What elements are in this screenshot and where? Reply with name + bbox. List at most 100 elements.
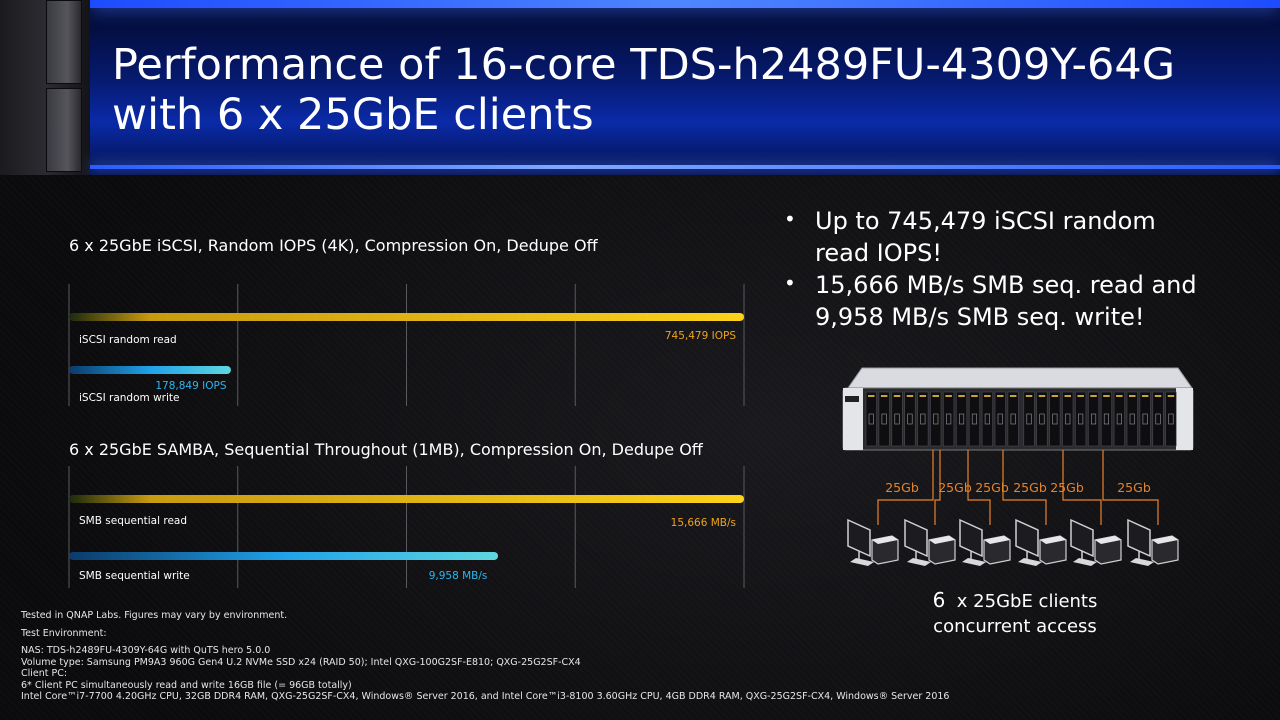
drive-latch xyxy=(1155,413,1161,425)
category-label: iSCSI random read xyxy=(79,334,177,346)
footnote-client-hw: Intel Core™i7-7700 4.20GHz CPU, 32GB DDR… xyxy=(21,691,950,702)
client-pc-icon xyxy=(1127,518,1179,566)
drive-bay xyxy=(1126,391,1138,447)
drive-led xyxy=(945,395,952,397)
title-line-1: Performance of 16-core TDS-h2489FU-4309Y… xyxy=(112,40,1176,90)
drive-led xyxy=(1103,395,1110,397)
drive-led xyxy=(868,395,875,397)
drive-latch xyxy=(1010,413,1016,425)
client-pcs xyxy=(847,518,1179,566)
drive-latch xyxy=(1168,413,1174,425)
bullet-icon: • xyxy=(784,207,796,231)
drive-led xyxy=(1167,395,1175,397)
drive-bay xyxy=(1139,391,1151,447)
category-label: iSCSI random write xyxy=(79,392,179,404)
drive-led xyxy=(880,395,888,397)
link-speed-label: 25Gb xyxy=(1013,480,1047,495)
footnote-env-header: Test Environment: xyxy=(21,627,107,639)
drive-latch xyxy=(1026,413,1032,425)
drive-bay xyxy=(955,391,968,447)
drive-latch xyxy=(1039,413,1045,425)
value-label: 9,958 MB/s xyxy=(429,570,488,582)
highlights-list: • Up to 745,479 iSCSI random read IOPS! … xyxy=(784,205,1264,333)
nas-server-image xyxy=(842,367,1194,451)
drive-latch xyxy=(907,413,913,425)
value-label: 15,666 MB/s xyxy=(671,517,736,529)
footnote-nas: NAS: TDS-h2489FU-4309Y-64G with QuTS her… xyxy=(21,645,271,656)
drive-latch xyxy=(997,413,1003,425)
drive-latch xyxy=(1142,413,1148,425)
bar-smb-sequential-write xyxy=(69,552,499,560)
client-pc-icon xyxy=(1070,518,1122,566)
highlight-1-line-2: read IOPS! xyxy=(815,239,942,267)
drive-bay xyxy=(981,391,993,447)
drive-latch xyxy=(1052,413,1058,425)
chart2-title: 6 x 25GbE SAMBA, Sequential Throughout (… xyxy=(69,440,703,459)
link-speed-label: 25Gb xyxy=(975,480,1009,495)
highlight-item-1: • Up to 745,479 iSCSI random read IOPS! xyxy=(784,205,1264,269)
drive-led xyxy=(958,395,965,397)
footnote-client-header: Client PC: xyxy=(21,668,68,679)
client-pc-icon xyxy=(904,518,956,566)
drive-latch xyxy=(958,413,965,425)
drive-bay xyxy=(1165,391,1177,447)
highlight-2-line-2: 9,958 MB/s SMB seq. write! xyxy=(815,303,1145,331)
clients-line-2: concurrent access xyxy=(933,616,1097,637)
drive-latch xyxy=(984,413,990,425)
client-pc-icon xyxy=(847,518,899,566)
category-label: SMB sequential read xyxy=(79,515,187,527)
drive-led xyxy=(1051,395,1059,397)
drive-bay xyxy=(943,391,955,447)
page-title: Performance of 16-core TDS-h2489FU-4309Y… xyxy=(112,40,1272,140)
title-line-2: with 6 x 25GbE clients xyxy=(112,90,594,140)
drive-led xyxy=(893,395,901,397)
network-link xyxy=(934,450,941,525)
drive-latch xyxy=(1129,413,1135,425)
chart1-title: 6 x 25GbE iSCSI, Random IOPS (4K), Compr… xyxy=(69,236,598,255)
network-link xyxy=(1102,450,1159,525)
drive-latch xyxy=(1103,413,1109,425)
link-speed-label: 25Gb xyxy=(885,480,919,495)
drive-led xyxy=(1038,395,1046,397)
drive-bay xyxy=(1049,391,1061,447)
drive-led xyxy=(984,395,991,397)
drive-bay xyxy=(904,391,916,447)
network-link xyxy=(1062,450,1102,525)
drive-latch xyxy=(1116,413,1122,425)
drive-led xyxy=(971,395,978,397)
drive-bay xyxy=(1152,391,1164,447)
header-banner xyxy=(0,0,1280,175)
drive-bay xyxy=(878,391,890,447)
drive-bay xyxy=(930,391,942,447)
drive-bay xyxy=(891,391,903,447)
network-link xyxy=(967,450,991,525)
drive-bay xyxy=(917,391,929,447)
drive-bay xyxy=(1023,391,1035,447)
drive-bay xyxy=(1113,391,1125,447)
drive-latch xyxy=(1078,413,1084,425)
highlight-2-line-1: 15,666 MB/s SMB seq. read and xyxy=(815,271,1197,299)
drive-bay xyxy=(1075,391,1087,447)
clients-label: 6 x 25GbE clients concurrent access xyxy=(905,588,1125,639)
clients-count: 6 xyxy=(932,588,946,612)
drive-latch xyxy=(1065,413,1071,425)
drive-led xyxy=(906,395,914,397)
value-label: 178,849 IOPS xyxy=(155,380,226,392)
drive-bay xyxy=(1007,391,1019,447)
drive-latch xyxy=(920,413,926,425)
drive-led xyxy=(1077,395,1084,397)
drive-bay xyxy=(1088,391,1100,447)
drive-latch xyxy=(894,413,900,425)
drive-led xyxy=(1064,395,1071,397)
drive-bay xyxy=(865,391,877,447)
drive-led xyxy=(1116,395,1123,397)
client-pc-icon xyxy=(1015,518,1067,566)
chart1-plot: iSCSI random read 745,479 IOPS iSCSI rando… xyxy=(68,284,745,406)
bar-iscsi-random-read xyxy=(69,313,744,321)
bullet-icon: • xyxy=(784,271,796,295)
drive-latch xyxy=(933,413,939,425)
network-link xyxy=(877,450,934,525)
highlight-1-line-1: Up to 745,479 iSCSI random xyxy=(815,207,1156,235)
